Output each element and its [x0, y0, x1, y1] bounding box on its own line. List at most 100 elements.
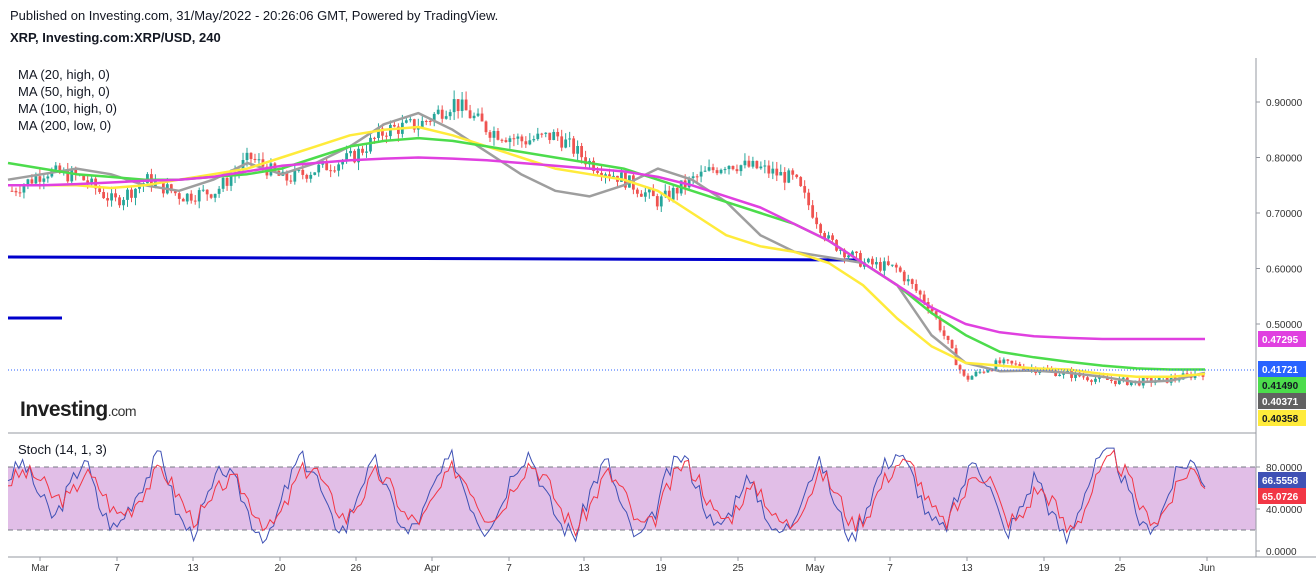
candle-body[interactable]	[229, 176, 233, 186]
candle-body[interactable]	[843, 249, 846, 258]
candle-body[interactable]	[695, 176, 699, 178]
ma50-line[interactable]	[8, 125, 1206, 378]
candle-body[interactable]	[373, 137, 376, 139]
candle-body[interactable]	[122, 199, 125, 206]
candle-body[interactable]	[221, 177, 225, 189]
candle-body[interactable]	[823, 232, 826, 239]
candle-body[interactable]	[456, 99, 460, 112]
candle-body[interactable]	[381, 128, 384, 136]
candle-body[interactable]	[468, 110, 472, 119]
candle-body[interactable]	[225, 177, 229, 186]
candle-body[interactable]	[715, 170, 719, 174]
candle-body[interactable]	[377, 128, 380, 138]
candle-body[interactable]	[42, 178, 46, 182]
candle-body[interactable]	[699, 171, 703, 177]
candle-body[interactable]	[325, 160, 329, 171]
candle-body[interactable]	[249, 152, 253, 159]
candle-body[interactable]	[516, 136, 520, 139]
candle-body[interactable]	[620, 172, 623, 182]
candle-body[interactable]	[882, 261, 886, 271]
candle-body[interactable]	[934, 311, 938, 318]
candle-body[interactable]	[950, 340, 954, 349]
candle-body[interactable]	[600, 172, 603, 177]
candle-body[interactable]	[831, 235, 834, 240]
candle-body[interactable]	[552, 131, 556, 141]
candle-body[interactable]	[807, 192, 811, 206]
candle-body[interactable]	[500, 139, 504, 141]
candle-body[interactable]	[970, 376, 974, 380]
candle-body[interactable]	[719, 169, 723, 174]
candle-body[interactable]	[289, 180, 293, 182]
candle-body[interactable]	[169, 184, 173, 192]
candle-body[interactable]	[488, 132, 492, 138]
candle-body[interactable]	[26, 179, 30, 186]
candle-body[interactable]	[161, 180, 165, 194]
candle-body[interactable]	[416, 127, 420, 130]
candle-body[interactable]	[799, 177, 803, 187]
candle-body[interactable]	[902, 271, 906, 282]
candle-body[interactable]	[874, 261, 878, 265]
candle-body[interactable]	[1058, 374, 1062, 377]
candle-body[interactable]	[687, 177, 691, 188]
candle-body[interactable]	[779, 172, 783, 176]
legend-entry-ma100[interactable]: MA (100, high, 0)	[18, 101, 117, 116]
legend-entry-ma20[interactable]: MA (20, high, 0)	[18, 67, 110, 82]
candle-body[interactable]	[484, 121, 488, 133]
candle-body[interactable]	[703, 170, 707, 172]
candle-body[interactable]	[727, 165, 731, 170]
candle-body[interactable]	[671, 187, 675, 200]
candle-body[interactable]	[815, 217, 819, 225]
candle-body[interactable]	[839, 249, 842, 251]
candle-body[interactable]	[922, 294, 926, 303]
candle-body[interactable]	[946, 335, 950, 341]
candle-body[interactable]	[70, 169, 74, 182]
candle-body[interactable]	[643, 192, 647, 197]
candle-body[interactable]	[18, 192, 22, 194]
candle-body[interactable]	[257, 159, 261, 161]
candle-body[interactable]	[512, 138, 516, 140]
candle-body[interactable]	[444, 116, 448, 119]
candle-body[interactable]	[1018, 364, 1022, 368]
candle-body[interactable]	[556, 131, 560, 137]
candle-body[interactable]	[855, 251, 858, 254]
candle-body[interactable]	[313, 172, 317, 175]
candle-body[interactable]	[639, 193, 643, 197]
candle-body[interactable]	[58, 165, 62, 173]
candle-body[interactable]	[54, 165, 58, 170]
candle-body[interactable]	[408, 119, 412, 121]
candle-body[interactable]	[10, 190, 14, 192]
candle-body[interactable]	[572, 138, 576, 154]
candle-body[interactable]	[138, 185, 141, 189]
candle-body[interactable]	[604, 174, 607, 177]
candle-body[interactable]	[213, 193, 217, 198]
ma20-line[interactable]	[7, 111, 1206, 384]
candle-body[interactable]	[990, 370, 994, 372]
candle-body[interactable]	[596, 170, 599, 173]
candle-body[interactable]	[783, 172, 787, 183]
candle-body[interactable]	[811, 205, 815, 218]
candle-body[interactable]	[237, 169, 241, 173]
candle-body[interactable]	[747, 160, 751, 167]
candle-body[interactable]	[1002, 359, 1006, 364]
candle-body[interactable]	[651, 189, 655, 197]
candle-body[interactable]	[978, 371, 982, 373]
candle-body[interactable]	[34, 176, 38, 184]
candle-body[interactable]	[177, 193, 181, 199]
candle-body[interactable]	[1173, 376, 1177, 380]
candle-body[interactable]	[1022, 367, 1026, 371]
candle-body[interactable]	[1113, 380, 1117, 385]
candle-body[interactable]	[285, 171, 289, 181]
candle-body[interactable]	[787, 170, 791, 183]
candle-body[interactable]	[102, 192, 106, 199]
candle-body[interactable]	[803, 186, 807, 193]
candle-body[interactable]	[1157, 377, 1161, 382]
legend-entry-ma200[interactable]: MA (200, low, 0)	[18, 118, 112, 133]
candle-body[interactable]	[974, 371, 978, 377]
candle-body[interactable]	[98, 188, 102, 193]
candle-body[interactable]	[942, 330, 946, 336]
candle-body[interactable]	[436, 109, 440, 114]
candle-body[interactable]	[560, 136, 564, 148]
candle-body[interactable]	[743, 160, 747, 166]
candle-body[interactable]	[38, 176, 42, 182]
candle-body[interactable]	[86, 180, 90, 184]
